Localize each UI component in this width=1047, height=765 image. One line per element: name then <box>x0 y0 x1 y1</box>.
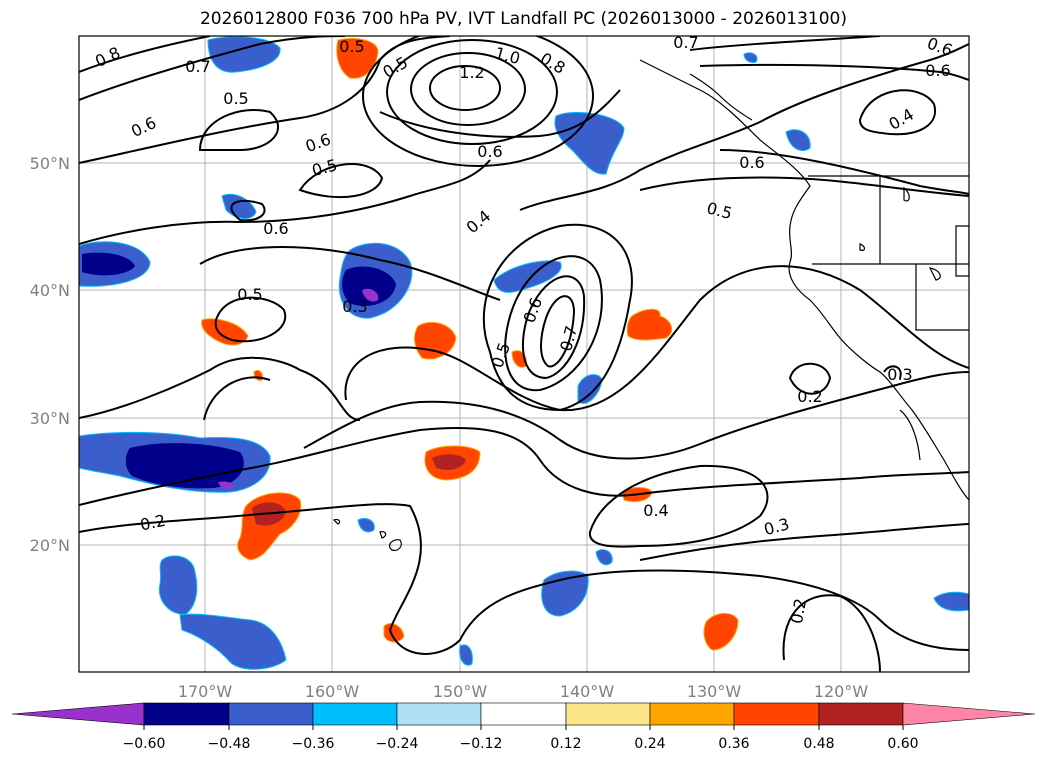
contour-label: 0.6 <box>128 113 159 141</box>
contour-label: 0.2 <box>797 387 822 406</box>
map-title: 2026012800 F036 700 hPa PV, IVT Landfall… <box>199 9 847 29</box>
contour-label: 0.5 <box>705 198 735 223</box>
colorbar-tick-label: 0.12 <box>550 736 581 752</box>
lat-tick: 30°N <box>30 409 70 428</box>
contour-label: 0.2 <box>787 597 810 625</box>
lat-tick: 50°N <box>30 154 70 173</box>
colorbar <box>11 702 1036 726</box>
lon-tick-labels: 170°W 160°W 150°W 140°W 130°W 120°W <box>178 682 869 701</box>
contour-label: 0.6 <box>477 142 502 161</box>
contour-label: 0.5 <box>488 340 515 370</box>
contour-label: 0.7 <box>673 33 698 52</box>
contour-label: 0.6 <box>925 61 950 80</box>
contour-label: 1.2 <box>459 63 484 82</box>
contour-label: 0.3 <box>762 514 792 539</box>
colorbar-tick-labels: −0.60 −0.48 −0.36 −0.24 −0.12 0.12 0.24 … <box>123 736 919 752</box>
contour-label: 0.8 <box>537 49 569 78</box>
colorbar-tick-label: 0.24 <box>634 736 665 752</box>
contour-label: 0.3 <box>887 365 912 384</box>
contour-label: 0.8 <box>92 43 123 71</box>
contour-label: 0.6 <box>925 34 955 61</box>
lon-tick: 160°W <box>305 682 360 701</box>
lon-tick: 120°W <box>814 682 869 701</box>
colorbar-tick-label: 0.60 <box>887 736 918 752</box>
lon-tick: 150°W <box>433 682 488 701</box>
colorbar-tick-label: −0.48 <box>208 736 251 752</box>
colorbar-extend-low <box>11 702 145 726</box>
contour-label: 0.5 <box>237 285 262 304</box>
colorbar-extend-high <box>902 702 1036 726</box>
lon-tick: 130°W <box>687 682 742 701</box>
contour-label: 0.5 <box>339 37 364 56</box>
lat-tick-labels: 50°N 40°N 30°N 20°N <box>30 154 70 555</box>
contour-label: 0.6 <box>303 130 333 157</box>
contour-label: 0.2 <box>138 511 167 535</box>
lon-tick: 170°W <box>178 682 233 701</box>
contour-label: 0.4 <box>643 501 668 520</box>
colorbar-tick-label: −0.60 <box>123 736 166 752</box>
colorbar-tick-label: 0.48 <box>803 736 834 752</box>
pv-contours <box>79 36 969 672</box>
pv-negative-core <box>82 252 135 276</box>
contour-label: 0.5 <box>223 89 248 108</box>
pv-filled-areas <box>79 36 969 670</box>
contour-label: 0.4 <box>885 105 917 134</box>
lat-tick: 20°N <box>30 536 70 555</box>
map-frame <box>78 35 970 673</box>
contour-label: 0.6 <box>520 295 547 325</box>
contour-label: 0.3 <box>342 297 367 316</box>
contour-label: 0.7 <box>185 57 210 76</box>
lon-tick: 140°W <box>560 682 615 701</box>
colorbar-tick-label: 0.36 <box>718 736 749 752</box>
colorbar-ticks <box>143 725 904 730</box>
contour-labels: 0.8 0.7 0.5 0.6 0.5 0.6 0.5 0.5 1.0 1.2 … <box>92 33 955 625</box>
contour-label: 1.0 <box>493 43 523 68</box>
contour-label: 0.7 <box>556 324 581 354</box>
contour-label: 0.5 <box>379 53 411 82</box>
colorbar-tick-label: −0.24 <box>376 736 419 752</box>
lat-tick: 40°N <box>30 281 70 300</box>
contour-label: 0.6 <box>739 153 764 172</box>
coastlines <box>332 59 969 551</box>
contour-label: 0.5 <box>310 155 340 180</box>
colorbar-tick-label: −0.12 <box>460 736 503 752</box>
colorbar-tick-label: −0.36 <box>292 736 335 752</box>
contour-label: 0.6 <box>263 219 288 238</box>
contour-label: 0.4 <box>463 206 495 237</box>
